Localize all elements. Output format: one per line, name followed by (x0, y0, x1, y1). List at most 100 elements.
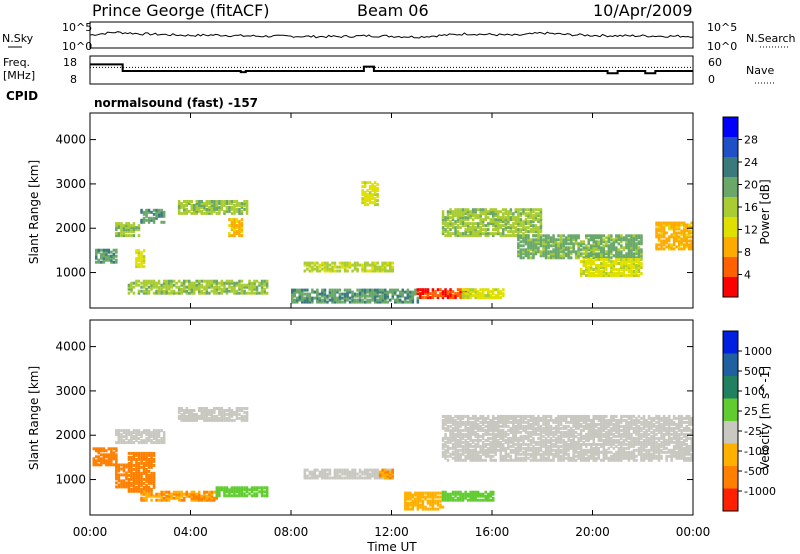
echo-cell (497, 418, 500, 422)
echo-cell (235, 220, 239, 224)
echo-cell (524, 414, 528, 418)
echo-cell (527, 212, 530, 216)
echo-cell (595, 446, 598, 450)
echo-cell (512, 428, 515, 432)
echo-cell (188, 414, 191, 418)
echo-cell (592, 234, 595, 238)
echo-cell (529, 458, 533, 462)
echo-cell (230, 211, 234, 215)
echo-cell (562, 430, 565, 434)
echo-cell (539, 448, 543, 452)
echo-cell (537, 248, 540, 252)
echo-cell (444, 288, 447, 292)
echo-cell (152, 281, 156, 285)
echo-cell (451, 218, 455, 222)
echo-cell (363, 183, 367, 187)
echo-cell (547, 238, 550, 242)
echo-cell (110, 457, 113, 461)
echo-cell (539, 442, 543, 446)
echo-cell (459, 456, 462, 460)
echo-cell (110, 256, 113, 260)
echo-cell (476, 418, 480, 422)
echo-cell (446, 458, 450, 462)
echo-cell (296, 296, 299, 300)
echo-cell (567, 456, 570, 460)
echo-cell (529, 422, 533, 426)
echo-cell (215, 279, 219, 283)
echo-cell (522, 212, 525, 216)
echo-cell (132, 463, 136, 467)
echo-cell (203, 412, 206, 416)
echo-cell (509, 226, 513, 230)
echo-cell (625, 254, 628, 258)
echo-cell (474, 424, 477, 428)
echo-cell (147, 485, 151, 489)
echo-cell (107, 254, 111, 258)
echo-cell (373, 189, 377, 193)
echo-cell (547, 454, 550, 458)
echo-cell (610, 420, 613, 424)
echo-cell (356, 288, 359, 292)
echo-cell (602, 268, 606, 271)
echo-cell (306, 296, 309, 300)
echo-cell (205, 496, 209, 500)
echo-cell (230, 494, 234, 498)
echo-cell (293, 288, 296, 292)
echo-cell (155, 216, 158, 220)
echo-cell (185, 202, 188, 205)
echo-cell (557, 414, 560, 418)
echo-cell (617, 268, 621, 271)
echo-cell (456, 210, 460, 214)
echo-cell (125, 234, 128, 238)
echo-cell (605, 264, 608, 267)
echo-cell (351, 294, 354, 298)
echo-cell (537, 250, 540, 254)
echo-cell (590, 250, 593, 254)
echo-cell (504, 212, 508, 216)
echo-cell (439, 499, 442, 503)
echo-cell (409, 495, 412, 499)
echo-cell (293, 290, 296, 294)
echo-cell (238, 204, 241, 207)
echo-cell (441, 446, 445, 450)
echo-cell (193, 207, 196, 211)
echo-cell (353, 265, 357, 269)
echo-cell (120, 222, 123, 226)
echo-cell (341, 472, 344, 476)
echo-cell (539, 212, 543, 216)
echo-cell (260, 488, 264, 492)
echo-cell (245, 411, 249, 414)
echo-cell (502, 432, 505, 436)
echo-cell (587, 422, 590, 426)
echo-cell (537, 424, 540, 428)
echo-cell (431, 495, 435, 499)
echo-cell (115, 465, 118, 469)
echo-cell (597, 454, 600, 458)
echo-cell (605, 268, 608, 271)
echo-cell (595, 252, 598, 256)
echo-cell (215, 200, 219, 203)
echo-cell (554, 250, 558, 254)
echo-cell (132, 471, 136, 475)
echo-cell (180, 498, 183, 502)
echo-cell (150, 455, 153, 459)
echo-cell (522, 232, 525, 236)
echo-cell (92, 459, 95, 463)
echo-cell (346, 292, 349, 296)
echo-cell (607, 272, 611, 275)
echo-cell (489, 440, 492, 444)
echo-cell (165, 281, 168, 285)
echo-cell (451, 290, 455, 294)
echo-cell (514, 434, 518, 438)
echo-cell (615, 430, 618, 434)
echo-cell (323, 300, 327, 304)
echo-cell (494, 420, 497, 424)
echo-cell (150, 479, 153, 483)
echo-cell (404, 300, 407, 304)
echo-cell (456, 424, 460, 428)
echo-cell (243, 207, 246, 211)
echo-cell (323, 269, 327, 273)
echo-cell (439, 292, 442, 296)
echo-cell (532, 448, 535, 452)
echo-cell (464, 490, 467, 494)
